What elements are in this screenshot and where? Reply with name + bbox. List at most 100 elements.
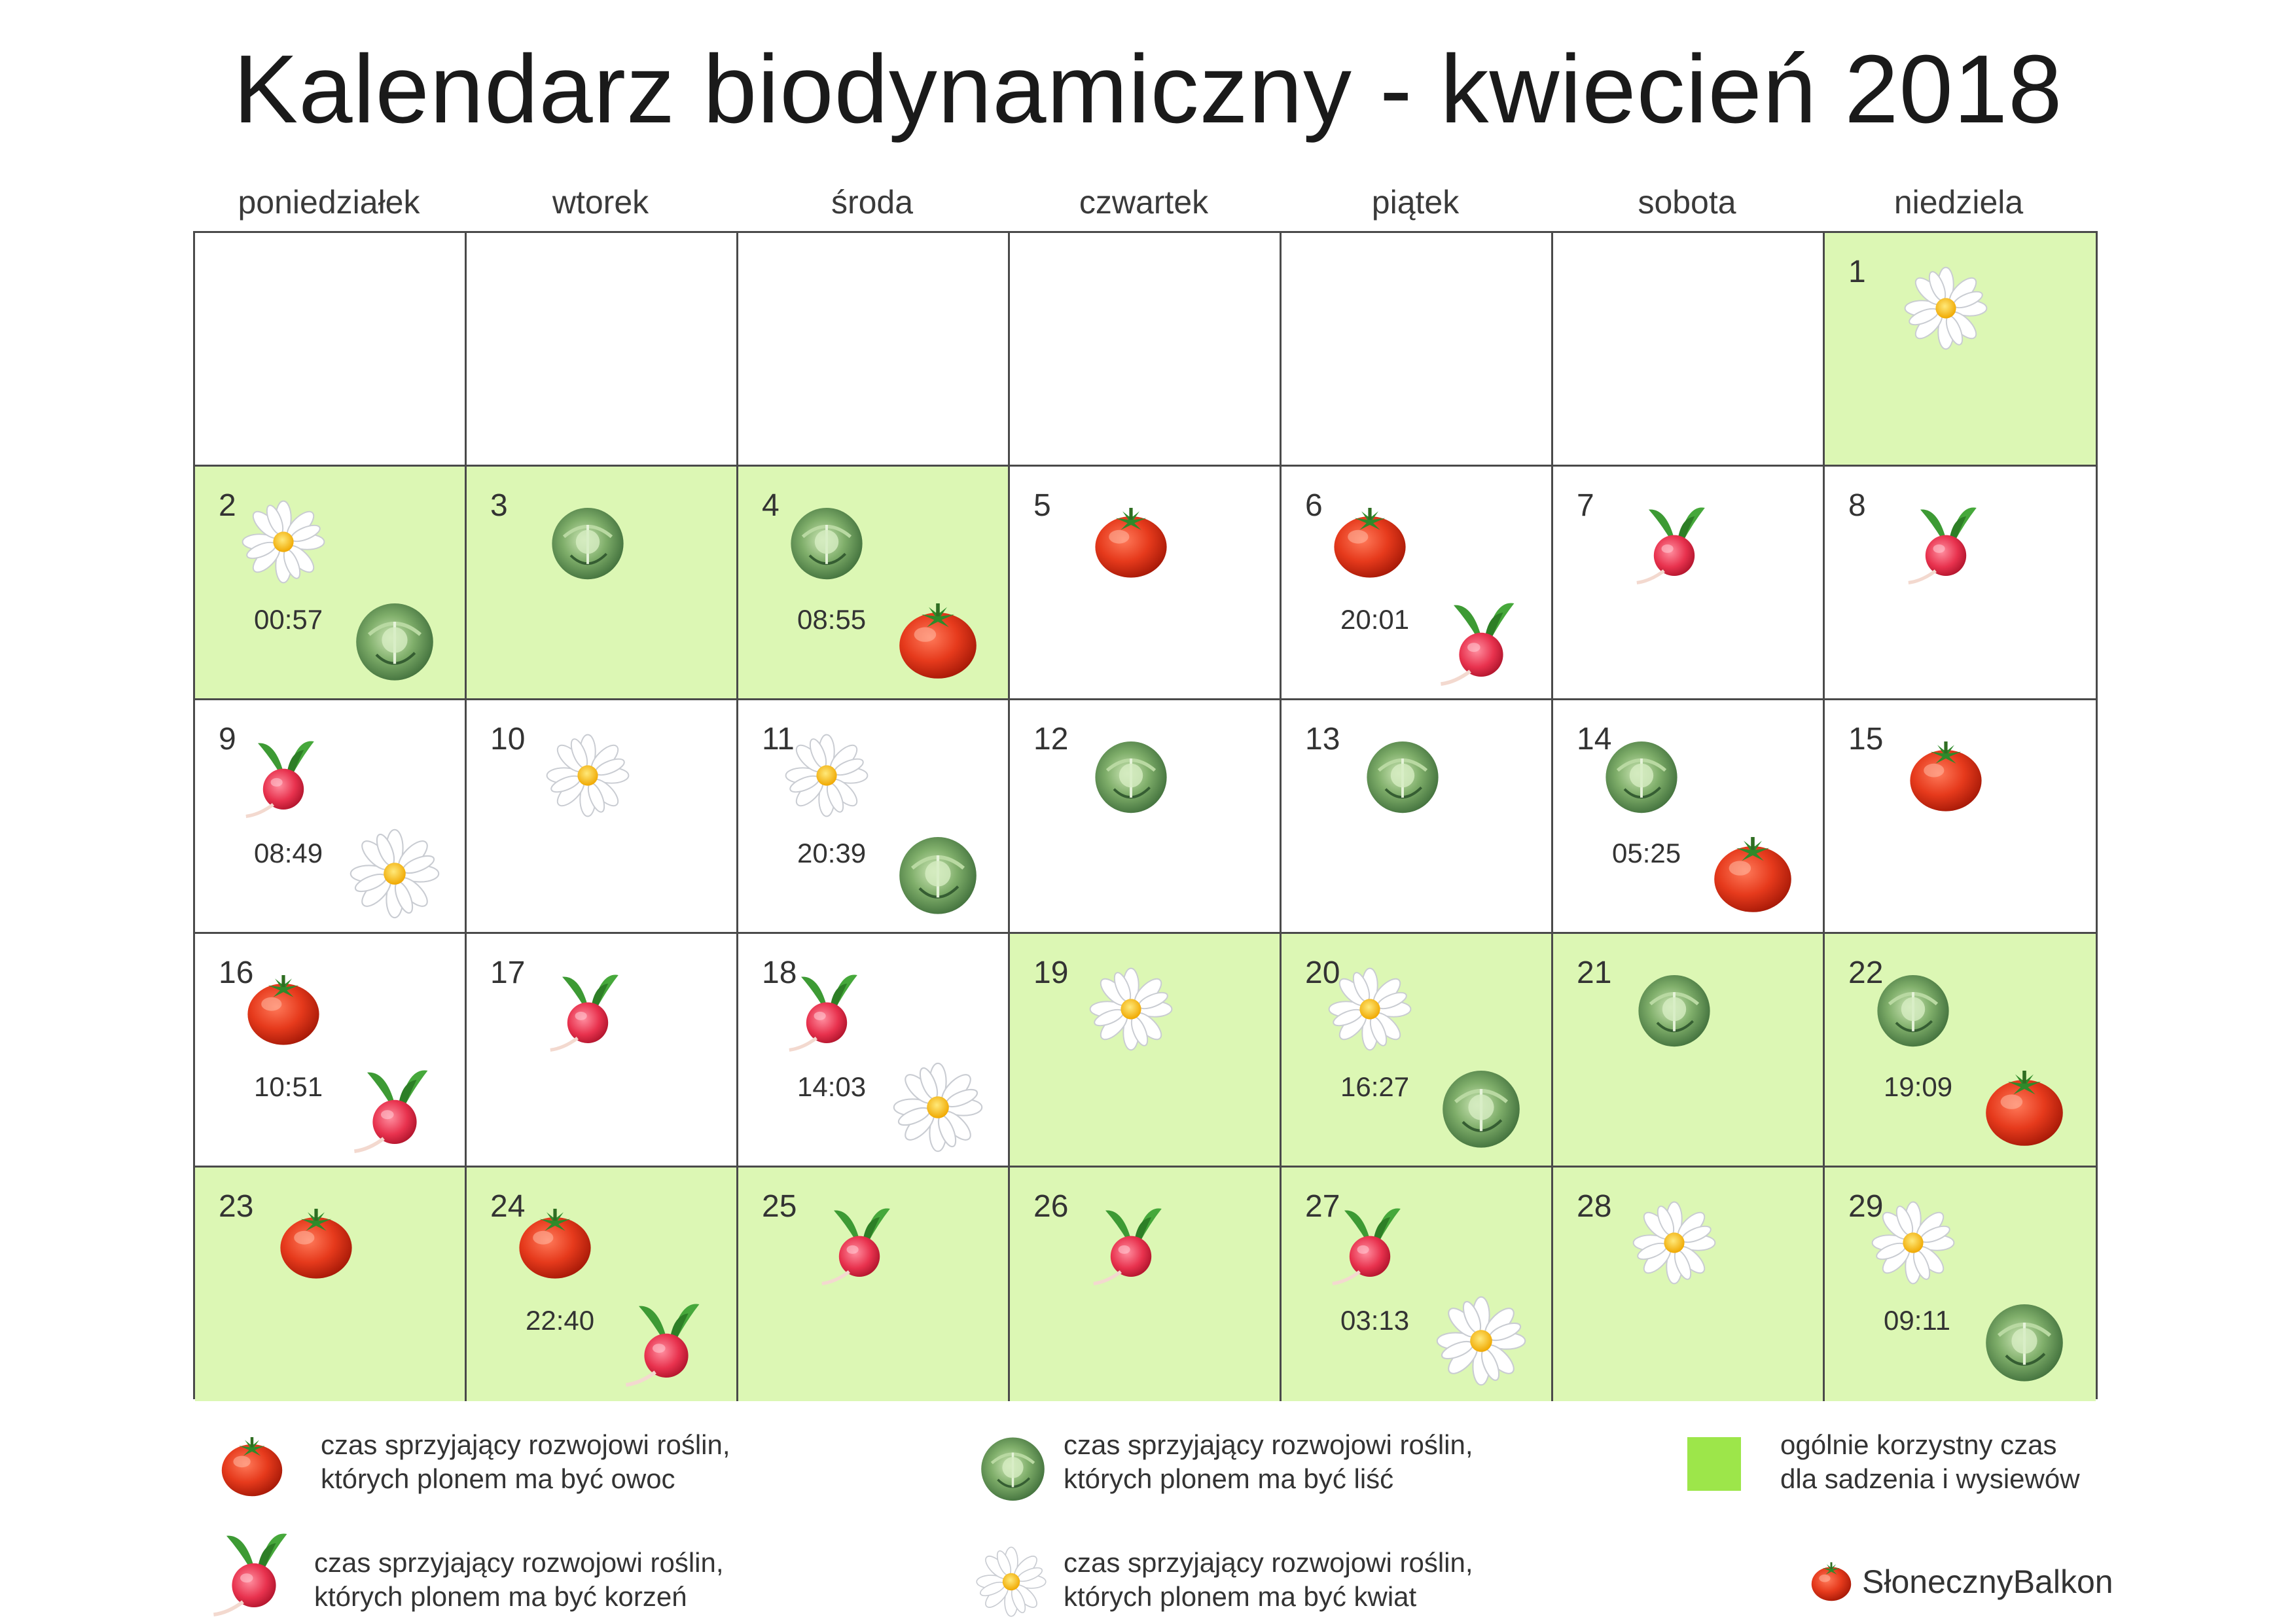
cabbage-icon: [1979, 1295, 2070, 1387]
day-number: 6: [1305, 488, 1323, 523]
day-number: 23: [219, 1189, 254, 1224]
radish-icon: [545, 967, 630, 1052]
day-number: 8: [1848, 488, 1866, 523]
tomato-icon: [1979, 1061, 2070, 1153]
calendar-day-cell: 11 20:39: [738, 700, 1010, 934]
calendar-cell-empty: [738, 233, 1010, 467]
calendar-day-cell: 29 09:11: [1825, 1168, 2096, 1401]
page-title: Kalendarz biodynamiczny - kwiecień 2018: [233, 35, 2063, 143]
day-number: 27: [1305, 1189, 1340, 1224]
calendar-day-cell: 5: [1010, 467, 1282, 700]
legend-fruit-text: czas sprzyjający rozwojowi roślin, który…: [321, 1428, 730, 1496]
calendar-day-cell: 9 08:49: [195, 700, 467, 934]
daisy-icon: [1632, 1200, 1717, 1285]
legend-leaf-text: czas sprzyjający rozwojowi roślin, który…: [1064, 1428, 1473, 1496]
transition-time: 20:01: [1340, 604, 1410, 635]
legend-flower-text: czas sprzyjający rozwojowi roślin, który…: [1064, 1546, 1473, 1614]
cabbage-icon: [1360, 733, 1445, 818]
calendar-day-cell: 19: [1010, 934, 1282, 1168]
cabbage-icon: [784, 499, 869, 584]
calendar-day-cell: 12: [1010, 700, 1282, 934]
transition-time: 19:09: [1884, 1071, 1953, 1102]
calendar-day-cell: 22 19:09: [1825, 934, 2096, 1168]
daisy-icon: [1327, 967, 1412, 1052]
calendar-day-cell: 25: [738, 1168, 1010, 1401]
calendar-day-cell: 21: [1553, 934, 1825, 1168]
cabbage-icon: [1599, 733, 1684, 818]
legend-general-text: ogólnie korzystny czas dla sadzenia i wy…: [1780, 1428, 2080, 1496]
legend-general-line2: dla sadzenia i wysiewów: [1780, 1463, 2080, 1494]
tomato-icon: [892, 594, 984, 686]
calendar-day-cell: 20 16:27: [1282, 934, 1553, 1168]
radish-icon: [208, 1525, 300, 1616]
transition-time: 22:40: [526, 1305, 595, 1336]
weekday-sunday: niedziela: [1893, 184, 2024, 221]
legend-leaf-line2: których plonem ma być liść: [1064, 1463, 1394, 1494]
calendar-day-cell: 7: [1553, 467, 1825, 700]
day-number: 2: [219, 488, 236, 523]
legend-root-text: czas sprzyjający rozwojowi roślin, który…: [314, 1546, 724, 1614]
day-number: 3: [490, 488, 508, 523]
cabbage-icon: [975, 1430, 1050, 1505]
day-number: 16: [219, 955, 254, 990]
legend-root-line2: których plonem ma być korzeń: [314, 1581, 687, 1612]
tomato-icon: [1707, 828, 1799, 919]
day-number: 22: [1848, 955, 1884, 990]
day-number: 21: [1577, 955, 1612, 990]
day-number: 28: [1577, 1189, 1612, 1224]
calendar-day-cell: 13: [1282, 700, 1553, 934]
day-number: 9: [219, 722, 236, 757]
transition-time: 08:55: [797, 604, 867, 635]
day-number: 4: [762, 488, 780, 523]
calendar-day-cell: 23: [195, 1168, 467, 1401]
transition-time: 16:27: [1340, 1071, 1410, 1102]
transition-time: 03:13: [1340, 1305, 1410, 1336]
day-number: 1: [1848, 255, 1866, 289]
tomato-icon: [1903, 733, 1988, 818]
transition-time: 09:11: [1884, 1305, 1950, 1336]
day-number: 24: [490, 1189, 526, 1224]
radish-icon: [349, 1061, 440, 1153]
calendar-day-cell: 24 22:40: [467, 1168, 738, 1401]
calendar-day-cell: 3: [467, 467, 738, 700]
calendar-day-cell: 10: [467, 700, 738, 934]
calendar-grid: 1 2 00:57 3 4 08:55 5 6 20:01 7 8 9 08:49 10 11 20:39 12…: [193, 231, 2098, 1401]
transition-time: 00:57: [254, 604, 323, 635]
day-number: 7: [1577, 488, 1594, 523]
day-number: 17: [490, 955, 526, 990]
radish-icon: [1632, 499, 1717, 584]
tomato-icon: [1088, 499, 1174, 584]
transition-time: 14:03: [797, 1071, 867, 1102]
tomato-icon: [216, 1430, 288, 1502]
cabbage-icon: [1871, 967, 1956, 1052]
cabbage-icon: [1088, 733, 1174, 818]
day-number: 20: [1305, 955, 1340, 990]
day-number: 25: [762, 1189, 797, 1224]
calendar-cell-empty: [1553, 233, 1825, 467]
day-number: 26: [1033, 1189, 1069, 1224]
weekday-friday: piątek: [1371, 184, 1460, 221]
calendar-day-cell: 1: [1825, 233, 2096, 467]
daisy-icon: [545, 733, 630, 818]
legend-flower-line2: których plonem ma być kwiat: [1064, 1581, 1417, 1612]
cabbage-icon: [1632, 967, 1717, 1052]
daisy-icon: [1903, 266, 1988, 351]
calendar-cell-empty: [1010, 233, 1282, 467]
weekday-header: poniedziałek wtorek środa czwartek piąte…: [193, 183, 2098, 223]
day-number: 19: [1033, 955, 1069, 990]
cabbage-icon: [892, 828, 984, 919]
legend-fruit-line2: których plonem ma być owoc: [321, 1463, 675, 1494]
legend-general-line1: ogólnie korzystny czas: [1780, 1429, 2057, 1460]
daisy-icon: [784, 733, 869, 818]
radish-icon: [1903, 499, 1988, 584]
daisy-icon: [1435, 1295, 1527, 1387]
radish-icon: [784, 967, 869, 1052]
cabbage-icon: [1435, 1061, 1527, 1153]
radish-icon: [1435, 594, 1527, 686]
calendar-day-cell: 15: [1825, 700, 2096, 934]
legend-flower-line1: czas sprzyjający rozwojowi roślin,: [1064, 1547, 1473, 1578]
legend-root-line1: czas sprzyjający rozwojowi roślin,: [314, 1547, 724, 1578]
calendar-day-cell: 4 08:55: [738, 467, 1010, 700]
cabbage-icon: [349, 594, 440, 686]
day-number: 10: [490, 722, 526, 757]
